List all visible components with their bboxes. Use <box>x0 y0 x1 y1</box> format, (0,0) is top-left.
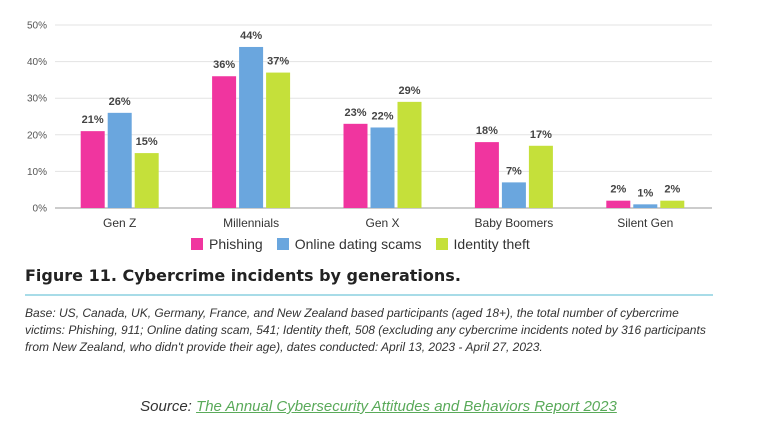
legend: Phishing Online dating scams Identity th… <box>191 236 530 252</box>
source-prefix: Source: <box>140 398 197 415</box>
data-label: 21% <box>82 114 104 126</box>
title-divider <box>25 294 713 296</box>
x-category-label: Gen Z <box>103 216 136 230</box>
bar-identity-theft-gen-z <box>134 153 159 208</box>
bar-chart: 0% 10% 20% 30% 40% 50% 21% 26% 15% Gen Z 36% 44% 37%… <box>27 21 712 231</box>
bar-phishing-gen-x <box>343 123 368 208</box>
y-tick-label: 50% <box>27 21 47 32</box>
bar-online-dating-scams-silent-gen <box>633 204 658 208</box>
data-label: 26% <box>109 96 131 108</box>
data-label: 44% <box>240 30 262 42</box>
bar-phishing-millennials <box>212 76 237 209</box>
y-tick-label: 10% <box>27 167 47 178</box>
legend-item-online-dating-scams: Online dating scams <box>276 236 422 252</box>
data-label: 29% <box>398 85 420 97</box>
bar-identity-theft-baby-boomers <box>528 145 553 208</box>
x-category-label: Baby Boomers <box>475 216 554 230</box>
bar-online-dating-scams-gen-z <box>107 112 132 208</box>
legend-swatch-phishing <box>191 238 203 250</box>
data-label: 37% <box>267 56 289 68</box>
y-tick-label: 30% <box>27 94 47 105</box>
data-label: 18% <box>476 125 498 137</box>
data-label: 36% <box>213 59 235 71</box>
y-tick-label: 20% <box>27 130 47 141</box>
bar-phishing-baby-boomers <box>474 142 499 208</box>
x-category-label: Gen X <box>365 216 399 230</box>
base-note: Base: US, Canada, UK, Germany, France, a… <box>25 306 706 354</box>
data-label: 7% <box>506 165 522 177</box>
figure-title: Figure 11. Cybercrime incidents by gener… <box>25 266 461 285</box>
bar-online-dating-scams-baby-boomers <box>501 182 526 208</box>
bar-identity-theft-gen-x <box>397 101 422 208</box>
source-link[interactable]: The Annual Cybersecurity Attitudes and B… <box>196 398 617 415</box>
legend-label-phishing: Phishing <box>209 236 263 252</box>
legend-item-identity-theft: Identity theft <box>435 236 530 252</box>
source-line: Source: The Annual Cybersecurity Attitud… <box>0 398 757 415</box>
data-label: 2% <box>664 184 680 196</box>
bar-identity-theft-millennials <box>266 72 291 208</box>
y-tick-label: 40% <box>27 57 47 68</box>
data-label: 17% <box>530 129 552 141</box>
legend-swatch-online-dating-scams <box>276 238 289 250</box>
bar-online-dating-scams-millennials <box>239 46 264 209</box>
data-label: 1% <box>637 187 653 199</box>
bar-identity-theft-silent-gen <box>660 200 685 208</box>
labels: 0% 10% 20% 30% 40% 50% 21% 26% 15% Gen Z 36% 44% 37%… <box>27 21 680 231</box>
x-category-label: Millennials <box>223 216 279 230</box>
x-category-label: Silent Gen <box>617 216 673 230</box>
legend-label-identity-theft: Identity theft <box>453 236 530 252</box>
data-label: 15% <box>136 136 158 148</box>
data-label: 22% <box>371 110 393 122</box>
bar-phishing-silent-gen <box>606 200 631 208</box>
legend-swatch-identity-theft <box>435 238 448 250</box>
bar-phishing-gen-z <box>80 131 105 208</box>
legend-item-phishing: Phishing <box>191 236 263 252</box>
data-label: 23% <box>344 107 366 119</box>
y-tick-label: 0% <box>33 204 48 215</box>
legend-label-online-dating-scams: Online dating scams <box>294 236 422 252</box>
bar-online-dating-scams-gen-x <box>370 127 395 208</box>
data-label: 2% <box>610 184 626 196</box>
bars <box>80 46 685 209</box>
